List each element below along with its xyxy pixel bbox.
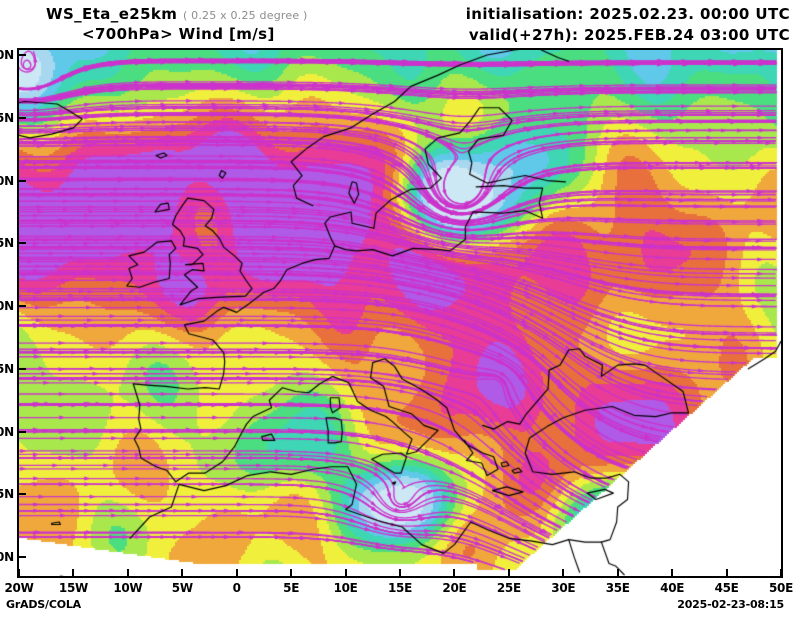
wind-speed-map-canvas[interactable]: [19, 50, 781, 576]
y-axis-tick-label: 30N: [0, 550, 14, 565]
header-left-block: WS_Eta_e25km ( 0.25 x 0.25 degree ) <700…: [46, 5, 386, 43]
x-tick-mark: [453, 569, 456, 578]
chart-header: WS_Eta_e25km ( 0.25 x 0.25 degree ) <700…: [0, 0, 800, 46]
y-tick-mark: [17, 556, 26, 559]
x-tick-mark: [181, 569, 184, 578]
x-axis-tick-label: 50E: [769, 581, 793, 595]
generation-timestamp: 2025-02-23-08:15: [677, 598, 784, 611]
x-tick-mark: [72, 569, 75, 578]
x-axis-tick-label: 45E: [714, 581, 739, 595]
y-tick-mark: [17, 430, 26, 433]
x-axis-tick-label: 10W: [113, 581, 143, 595]
y-axis-tick-label: 65N: [0, 110, 14, 125]
model-title-line: WS_Eta_e25km ( 0.25 x 0.25 degree ): [46, 5, 386, 23]
x-axis-tick-label: 10E: [333, 581, 358, 595]
y-tick-mark: [17, 116, 26, 119]
x-tick-mark: [780, 569, 782, 578]
y-tick-mark: [17, 54, 26, 57]
x-tick-mark: [507, 569, 510, 578]
y-axis-tick-label: 35N: [0, 487, 14, 502]
x-axis-tick-label: 5E: [283, 581, 300, 595]
grads-credit-label: GrADS/COLA: [6, 598, 81, 611]
y-axis-tick-label: 45N: [0, 361, 14, 376]
y-tick-mark: [17, 493, 26, 496]
model-name: WS_Eta_e25km: [46, 5, 178, 23]
y-axis-tick-label: 55N: [0, 236, 14, 251]
x-tick-mark: [126, 569, 129, 578]
y-axis-tick-label: 40N: [0, 424, 14, 439]
x-tick-mark: [18, 569, 20, 578]
x-tick-mark: [671, 569, 674, 578]
y-tick-mark: [17, 242, 26, 245]
x-tick-mark: [562, 569, 565, 578]
valid-time-label: valid(+27h): 2025.FEB.24 03:00 UTC: [468, 26, 790, 44]
x-axis-tick-label: 15W: [58, 581, 88, 595]
x-tick-mark: [235, 569, 238, 578]
x-tick-mark: [725, 569, 728, 578]
x-tick-mark: [399, 569, 401, 578]
x-tick-mark: [344, 569, 347, 578]
y-axis-tick-label: 50N: [0, 299, 14, 314]
initialisation-label: initialisation: 2025.02.23. 00:00 UTC: [465, 5, 790, 23]
map-plot-area[interactable]: [17, 48, 783, 578]
y-axis-tick-label: 60N: [0, 173, 14, 188]
model-resolution: ( 0.25 x 0.25 degree ): [182, 9, 308, 22]
y-axis-tick-label: 70N: [0, 48, 14, 63]
x-tick-mark: [616, 569, 619, 578]
y-tick-mark: [17, 367, 26, 370]
x-axis-tick-label: 20E: [442, 581, 467, 595]
level-field-label: <700hPa> Wind [m/s]: [82, 25, 275, 43]
x-axis-tick-label: 5W: [171, 581, 193, 595]
y-tick-mark: [17, 179, 26, 182]
x-axis-tick-label: 40E: [660, 581, 685, 595]
x-axis-tick-label: 15E: [388, 581, 412, 595]
x-axis-tick-label: 30E: [551, 581, 576, 595]
y-tick-mark: [17, 305, 26, 308]
header-right-block: initialisation: 2025.02.23. 00:00 UTC va…: [430, 5, 790, 44]
x-axis-tick-label: 25E: [496, 581, 521, 595]
x-axis-tick-label: 20W: [4, 581, 34, 595]
x-axis-tick-label: 0: [232, 581, 241, 595]
x-axis-tick-label: 35E: [605, 581, 630, 595]
x-tick-mark: [290, 569, 293, 578]
